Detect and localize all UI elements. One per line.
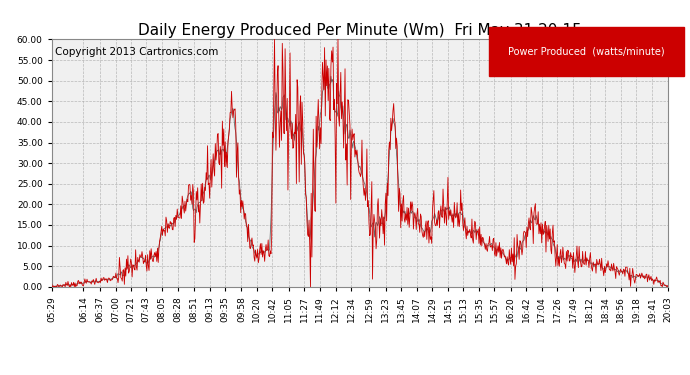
Title: Daily Energy Produced Per Minute (Wm)  Fri May 31 20:15: Daily Energy Produced Per Minute (Wm) Fr… — [138, 23, 582, 38]
Text: Power Produced  (watts/minute): Power Produced (watts/minute) — [509, 47, 665, 57]
Text: Copyright 2013 Cartronics.com: Copyright 2013 Cartronics.com — [55, 47, 218, 57]
